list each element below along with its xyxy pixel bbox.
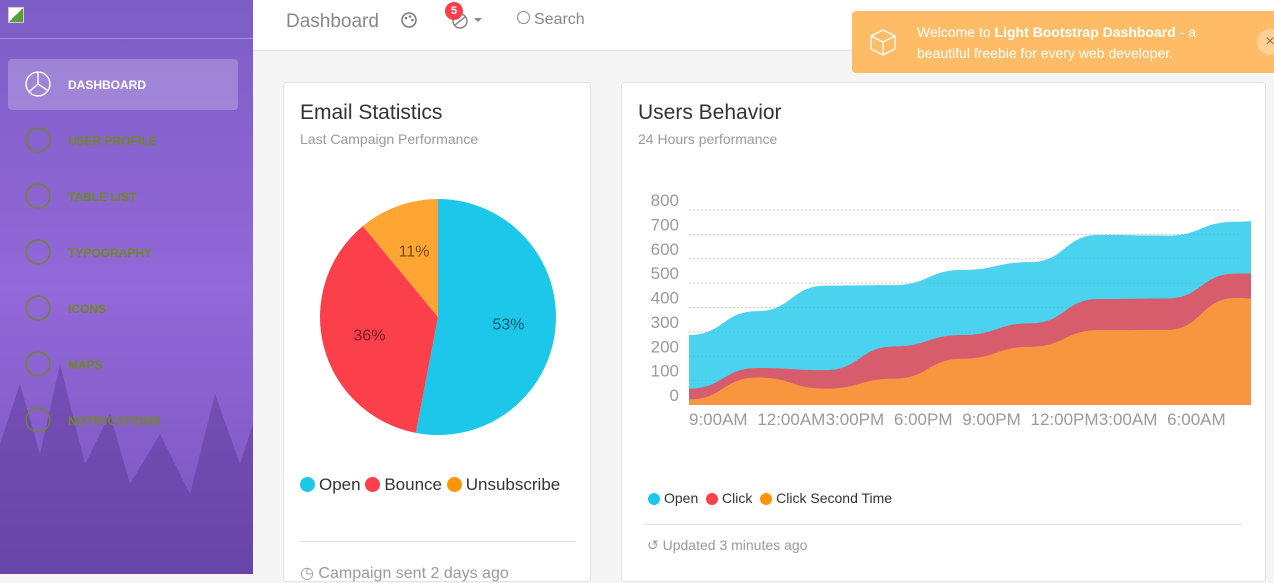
- pie-label: 36%: [353, 328, 385, 345]
- legend-open: Open: [664, 490, 699, 506]
- legend-dot-unsubscribe: [446, 477, 462, 492]
- bell-icon: [25, 407, 51, 433]
- sidebar-item-label: ICONS: [68, 301, 107, 316]
- pie-chart: 53% 36% 11%: [320, 199, 556, 435]
- notification-message: Welcome to Light Bootstrap Dashboard - a…: [917, 24, 1197, 61]
- search-link[interactable]: Search: [517, 11, 585, 29]
- pie-legend: Open Bounce Unsubscribe: [300, 471, 580, 498]
- search-icon: [517, 11, 530, 24]
- notifications-dropdown[interactable]: 5: [445, 2, 487, 34]
- x-tick-label: 12:00AM: [757, 410, 825, 429]
- pie-label: 11%: [399, 243, 430, 260]
- legend-dot-click-second: [760, 493, 773, 505]
- legend-dot-click: [706, 493, 719, 505]
- y-tick-label: 800: [651, 191, 679, 210]
- y-tick-label: 500: [651, 264, 679, 283]
- x-tick-label: 3:00PM: [826, 410, 885, 429]
- legend-dot-open: [300, 477, 315, 492]
- palette-icon[interactable]: [400, 11, 418, 29]
- y-tick-label: 100: [651, 362, 679, 381]
- sidebar-item-label: MAPS: [68, 357, 103, 372]
- legend-unsubscribe: Unsubscribe: [465, 475, 561, 494]
- x-tick-label: 3:00AM: [1099, 410, 1158, 429]
- pie-label: 53%: [492, 317, 524, 334]
- sidebar-item-icons[interactable]: ICONS: [8, 283, 238, 334]
- pie-chart-icon: [25, 71, 51, 97]
- y-tick-label: 0: [670, 386, 679, 405]
- legend-dot-bounce: [365, 477, 381, 492]
- legend-bounce: Bounce: [384, 475, 442, 494]
- sidebar-item-label: DASHBOARD: [68, 77, 146, 92]
- card-title: Email Statistics: [300, 101, 443, 124]
- x-tick-label: 9:00PM: [962, 410, 1021, 429]
- caret-down-icon: [474, 18, 482, 26]
- legend-open: Open: [319, 475, 361, 494]
- x-tick-label: 9:00AM: [689, 410, 748, 429]
- sidebar-item-maps[interactable]: MAPS: [8, 339, 238, 390]
- search-label: Search: [534, 11, 585, 28]
- legend-click: Click: [722, 490, 753, 506]
- forest-background: [0, 364, 253, 574]
- divider: [299, 541, 576, 542]
- sidebar-item-user-profile[interactable]: USER PROFILE: [8, 115, 238, 166]
- cube-icon: [870, 29, 896, 56]
- sidebar-item-table-list[interactable]: TABLE LIST: [8, 171, 238, 222]
- pie-slice-unsubscribe: [362, 199, 438, 317]
- divider: [0, 38, 253, 39]
- card-footer-stats: ↺ Updated 3 minutes ago: [647, 537, 807, 554]
- sidebar-item-dashboard[interactable]: DASHBOARD: [8, 59, 238, 110]
- sidebar-item-typography[interactable]: TYPOGRAPHY: [8, 227, 238, 278]
- sidebar-item-notifications[interactable]: NOTIFICATIONS: [8, 395, 238, 446]
- news-icon: [25, 239, 51, 265]
- sidebar-item-label: TABLE LIST: [68, 189, 137, 204]
- clipboard-icon: [25, 183, 51, 209]
- y-tick-label: 700: [651, 215, 679, 234]
- sidebar-item-label: TYPOGRAPHY: [68, 245, 153, 260]
- user-icon: [25, 127, 51, 153]
- sidebar-item-label: NOTIFICATIONS: [68, 413, 161, 428]
- email-statistics-card: Email Statistics Last Campaign Performan…: [283, 82, 591, 582]
- x-tick-label: 6:00PM: [894, 410, 953, 429]
- y-tick-label: 300: [651, 313, 679, 332]
- card-category: Last Campaign Performance: [300, 131, 479, 147]
- card-footer-stats: ◷ Campaign sent 2 days ago: [300, 563, 509, 583]
- area-series-click-second-time: [689, 297, 1251, 405]
- chart-legend: Open Click Click Second Time: [648, 490, 892, 506]
- notification-badge: 5: [445, 2, 463, 20]
- y-tick-label: 600: [651, 240, 679, 259]
- card-category: 24 Hours performance: [638, 131, 778, 147]
- welcome-notification: Welcome to Light Bootstrap Dashboard - a…: [852, 11, 1274, 73]
- sidebar: DASHBOARD USER PROFILE TABLE LIST TYPOGRAPH…: [0, 0, 253, 574]
- y-tick-label: 200: [651, 337, 679, 356]
- footer-text: Updated 3 minutes ago: [662, 537, 808, 553]
- x-tick-label: 6:00AM: [1167, 410, 1226, 429]
- close-notification-button[interactable]: ×: [1257, 29, 1274, 55]
- history-icon: ↺: [647, 537, 663, 553]
- pie-slice-bounce: [320, 226, 438, 433]
- users-behavior-card: Users Behavior 24 Hours performance 0 100…: [621, 82, 1266, 582]
- y-tick-label: 400: [651, 289, 679, 308]
- x-tick-label: 12:00PM: [1031, 410, 1099, 429]
- atom-icon: [25, 295, 51, 321]
- card-title: Users Behavior: [638, 101, 782, 124]
- sidebar-item-label: USER PROFILE: [68, 133, 157, 148]
- legend-click-second: Click Second Time: [776, 490, 893, 506]
- navbar-brand[interactable]: Dashboard: [286, 11, 379, 32]
- map-pin-icon: [25, 351, 51, 377]
- legend-dot-open: [648, 493, 660, 505]
- pie-slice-open: [415, 199, 556, 435]
- divider: [644, 524, 1242, 525]
- logo-image[interactable]: [8, 7, 24, 23]
